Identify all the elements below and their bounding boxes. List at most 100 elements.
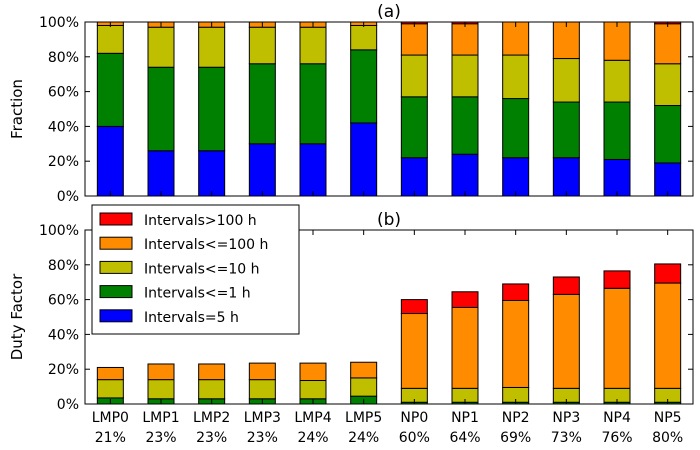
x-tick-label-lmp2: LMP2 — [193, 410, 230, 426]
y-tick-label-b-3: 60% — [48, 293, 79, 309]
bar-segment-a-lmp0-s2 — [96, 24, 124, 54]
bar-segment-a-np4-s3 — [603, 21, 631, 61]
panel-title-a: (a) — [377, 2, 401, 22]
bar-segment-a-np5-s1 — [654, 105, 682, 164]
bar-segment-a-np1-s1 — [451, 96, 479, 155]
bar-segment-a-lmp3-s1 — [248, 63, 276, 145]
bar-segment-b-np4-s3 — [603, 287, 631, 389]
bar-segment-a-lmp1-s2 — [147, 26, 175, 68]
bar-segment-a-np3-s3 — [552, 21, 580, 60]
bar-segment-a-np4-s0 — [603, 158, 631, 197]
x-tick-label-lmp0: LMP0 — [92, 410, 129, 426]
x-sublabel-lmp4: 24% — [297, 430, 328, 446]
bar-segment-b-np2-s3 — [502, 299, 530, 388]
bar-segment-b-lmp3-s3 — [248, 362, 276, 381]
bar-segment-b-lmp1-s3 — [147, 363, 175, 381]
x-tick-label-lmp5: LMP5 — [345, 410, 382, 426]
bar-segment-a-np4-s2 — [603, 59, 631, 103]
y-tick-label-a-3: 60% — [48, 85, 79, 101]
bar-segment-a-lmp5-s0 — [350, 122, 378, 197]
bar-segment-a-np1-s3 — [451, 23, 479, 56]
legend-label-1: Intervals<=100 h — [144, 237, 268, 253]
y-tick-label-a-4: 80% — [48, 50, 79, 66]
bar-segment-a-lmp2-s2 — [198, 26, 226, 68]
x-sublabel-lmp2: 23% — [196, 430, 227, 446]
bar-segment-a-np2-s1 — [502, 98, 530, 159]
y-tick-label-b-5: 100% — [39, 223, 79, 239]
x-tick-label-np3: NP3 — [552, 410, 580, 426]
bar-segment-a-lmp2-s0 — [198, 150, 226, 197]
bar-segment-a-lmp4-s1 — [299, 63, 327, 145]
bar-segment-b-np3-s3 — [552, 293, 580, 389]
x-tick-label-lmp1: LMP1 — [142, 410, 179, 426]
panel-title-b: (b) — [377, 210, 401, 230]
x-sublabel-lmp5: 24% — [348, 430, 379, 446]
bar-segment-b-np5-s4 — [654, 263, 682, 284]
bar-segment-a-lmp1-s0 — [147, 150, 175, 197]
bar-segment-a-np3-s0 — [552, 157, 580, 197]
y-tick-label-a-1: 20% — [48, 154, 79, 170]
x-tick-label-lmp4: LMP4 — [294, 410, 331, 426]
bar-segment-b-np3-s4 — [552, 276, 580, 295]
bar-segment-b-lmp4-s2 — [299, 380, 327, 400]
bar-segment-a-lmp4-s0 — [299, 143, 327, 197]
x-sublabel-np2: 69% — [500, 430, 531, 446]
bar-segment-b-np5-s3 — [654, 282, 682, 389]
legend-swatch-1 — [99, 236, 133, 250]
plot-frame-b — [84, 229, 694, 405]
legend-swatch-2 — [99, 260, 133, 274]
x-tick-label-lmp3: LMP3 — [244, 410, 281, 426]
legend-label-3: Intervals<=1 h — [144, 286, 251, 302]
bar-segment-a-np2-s0 — [502, 157, 530, 197]
bar-segment-b-lmp0-s3 — [96, 366, 124, 381]
y-tick-label-a-2: 40% — [48, 119, 79, 135]
plot-frame-a — [84, 21, 694, 197]
bar-segment-b-np2-s4 — [502, 283, 530, 301]
bar-segment-b-np1-s3 — [451, 306, 479, 389]
bar-segment-b-lmp3-s2 — [248, 379, 276, 400]
bar-segment-a-lmp4-s2 — [299, 26, 327, 65]
bar-segment-a-np5-s2 — [654, 63, 682, 107]
bar-segment-b-np4-s4 — [603, 270, 631, 289]
y-axis-label-b: Duty Factor — [8, 273, 26, 360]
x-tick-label-np4: NP4 — [603, 410, 631, 426]
bar-segment-a-lmp0-s1 — [96, 52, 124, 127]
legend-label-0: Intervals>100 h — [144, 213, 257, 229]
bar-segment-a-lmp5-s1 — [350, 49, 378, 124]
legend-label-2: Intervals<=10 h — [144, 261, 260, 277]
x-sublabel-np5: 80% — [652, 430, 683, 446]
bar-segment-a-np1-s2 — [451, 54, 479, 98]
legend-swatch-3 — [99, 285, 133, 299]
bar-segment-b-np0-s3 — [400, 313, 428, 389]
bar-segment-a-np2-s3 — [502, 21, 530, 56]
x-sublabel-np3: 73% — [551, 430, 582, 446]
y-tick-label-b-2: 40% — [48, 327, 79, 343]
bar-segment-b-lmp5-s3 — [350, 361, 378, 379]
bar-segment-b-lmp4-s3 — [299, 362, 327, 382]
x-tick-label-np2: NP2 — [502, 410, 530, 426]
legend-swatch-4 — [99, 309, 133, 323]
bar-segment-b-lmp2-s3 — [198, 363, 226, 381]
bar-segment-b-lmp0-s2 — [96, 379, 124, 399]
panel-b-duty-factor: 0% 20% 40% 60% 80% 100% (b) Duty Factor LMP0 21% L… — [8, 210, 694, 446]
bar-segment-a-np4-s1 — [603, 101, 631, 160]
bar-segment-a-np0-s2 — [400, 54, 428, 98]
y-axis-label-a: Fraction — [8, 79, 26, 139]
bar-segment-a-np0-s3 — [400, 23, 428, 56]
bar-segment-a-lmp3-s2 — [248, 26, 276, 65]
bar-segment-a-np3-s2 — [552, 58, 580, 103]
bar-segment-a-lmp0-s0 — [96, 125, 124, 197]
legend-label-4: Intervals=5 h — [144, 310, 239, 326]
bar-segment-a-lmp3-s0 — [248, 143, 276, 197]
bar-segment-b-lmp5-s2 — [350, 377, 378, 397]
legend: Intervals>100 h Intervals<=100 h Intervals… — [91, 204, 300, 335]
x-tick-label-np5: NP5 — [654, 410, 682, 426]
bar-segment-a-np3-s1 — [552, 101, 580, 159]
bar-segment-b-np1-s4 — [451, 291, 479, 308]
x-tick-label-np0: NP0 — [400, 410, 428, 426]
y-tick-label-b-4: 80% — [48, 258, 79, 274]
legend-swatch-0 — [99, 212, 133, 226]
bar-segment-b-lmp2-s2 — [198, 379, 226, 400]
x-sublabel-lmp1: 23% — [145, 430, 176, 446]
